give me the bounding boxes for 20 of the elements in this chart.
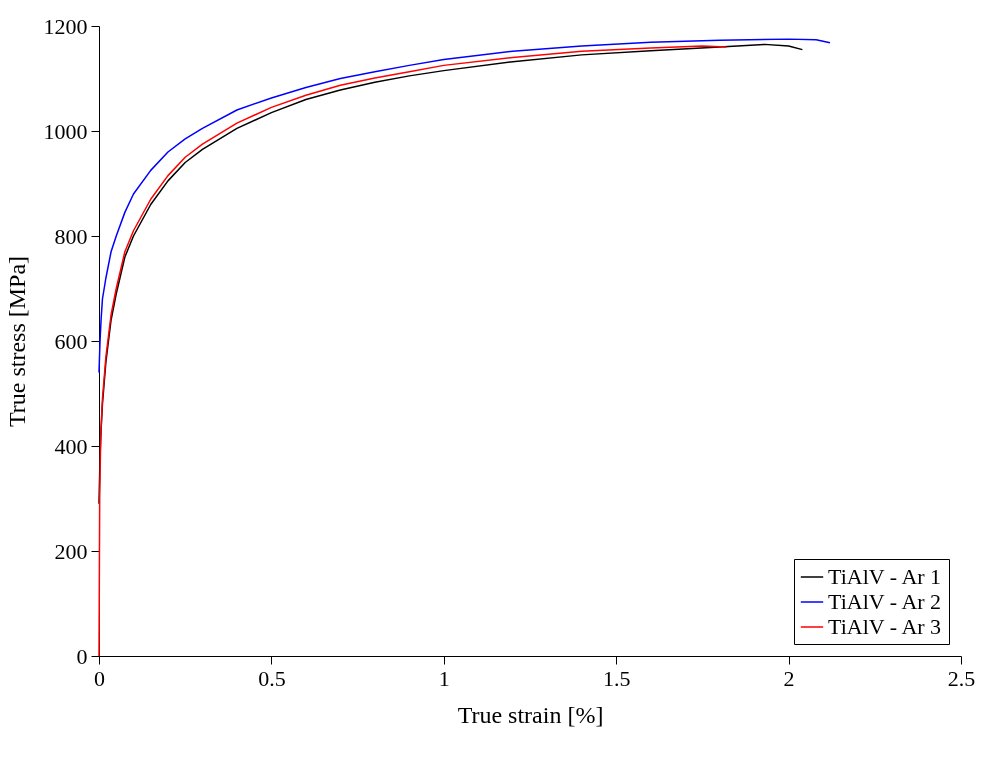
y-tick-label: 200 <box>54 538 88 564</box>
x-tick-label: 0.5 <box>258 665 286 691</box>
x-tick-label: 2 <box>783 665 795 691</box>
legend-label: TiAlV - Ar 2 <box>828 589 942 614</box>
x-tick-label: 1 <box>438 665 450 691</box>
y-tick-label: 400 <box>54 433 88 459</box>
x-tick-label: 2.5 <box>947 665 976 691</box>
y-tick-label: 600 <box>54 328 88 354</box>
y-tick-label: 1200 <box>43 13 88 39</box>
legend-label: TiAlV - Ar 1 <box>828 564 942 589</box>
x-tick-label: 1.5 <box>602 665 631 691</box>
x-tick-label: 0 <box>94 665 105 691</box>
line-series <box>98 38 831 374</box>
legend-label: TiAlV - Ar 3 <box>828 614 942 639</box>
line-series <box>98 45 728 657</box>
y-tick-label: 1000 <box>43 118 88 144</box>
x-axis-title: True strain [%] <box>457 701 604 728</box>
y-tick-label: 0 <box>76 643 88 669</box>
y-axis-title: True stress [MPa] <box>3 255 30 428</box>
y-tick-label: 800 <box>54 223 88 249</box>
